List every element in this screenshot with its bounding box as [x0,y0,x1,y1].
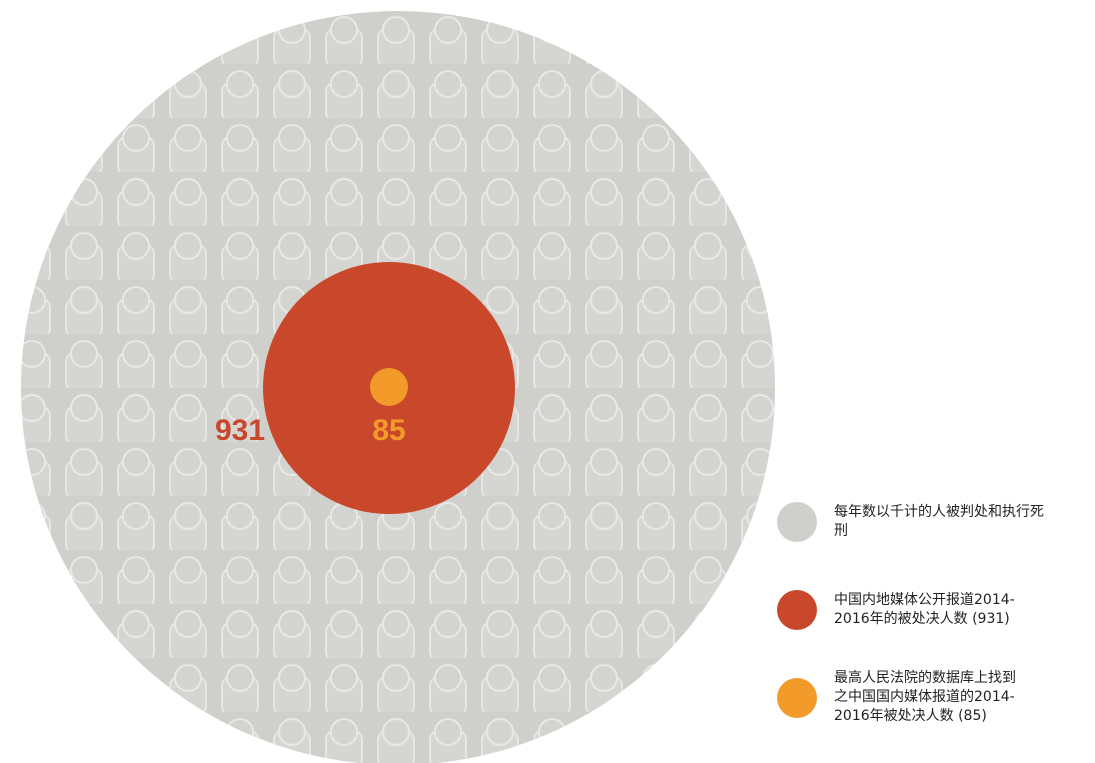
legend-text: 最高人民法院的数据库上找到之中国国内媒体报道的2014-2016年被处决人数 (… [834,670,1016,724]
legend-swatch [777,590,817,630]
circle-group: 931 85 [21,11,817,763]
legend-text: 每年数以千计的人被判处和执行死刑 [834,504,1044,539]
legend-swatch [777,502,817,542]
circle-label: 931 [215,414,265,447]
circle [370,368,408,406]
legend-swatch [777,678,817,718]
legend-text: 中国内地媒体公开报道2014-2016年的被处决人数 (931) [834,592,1015,627]
circle-label: 85 [372,414,405,447]
